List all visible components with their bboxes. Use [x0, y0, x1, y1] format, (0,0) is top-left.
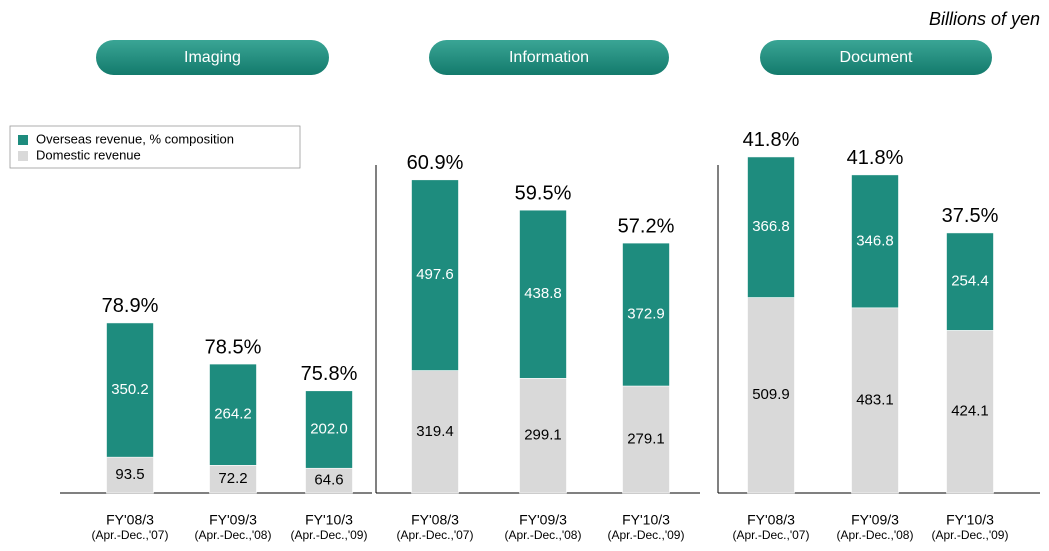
x-tick-label: FY'10/3: [622, 512, 670, 528]
bar-segment: [622, 385, 670, 494]
value-label: 350.2: [111, 381, 149, 398]
value-label: 438.8: [524, 285, 562, 302]
x-tick-sublabel: (Apr.-Dec.,'08): [505, 528, 582, 542]
legend-box: [9, 125, 301, 169]
x-tick-sublabel: (Apr.-Dec.,'09): [932, 528, 1009, 542]
value-label: 366.8: [752, 218, 790, 235]
x-tick-label: FY'09/3: [851, 512, 899, 528]
value-label: 483.1: [856, 391, 894, 408]
bar-segment: [519, 378, 567, 494]
x-tick-label: FY'10/3: [946, 512, 994, 528]
bar-segment: [946, 232, 994, 331]
value-label: 424.1: [951, 403, 989, 420]
bar-segment: [622, 242, 670, 387]
bar-segment: [305, 467, 353, 494]
x-tick-label: FY'08/3: [106, 512, 154, 528]
legend-swatch: [18, 151, 28, 161]
share-label: 41.8%: [743, 129, 800, 151]
share-label: 57.2%: [618, 215, 675, 237]
legend-label: Domestic revenue: [36, 147, 141, 162]
x-tick-sublabel: (Apr.-Dec.,'09): [608, 528, 685, 542]
bar-segment: [851, 307, 899, 494]
value-label: 299.1: [524, 427, 562, 444]
x-tick-sublabel: (Apr.-Dec.,'07): [397, 528, 474, 542]
bar-segment: [106, 322, 154, 458]
legend-swatch: [18, 135, 28, 145]
bar-segment: [519, 209, 567, 379]
legend-label: Overseas revenue, % composition: [36, 131, 234, 146]
value-label: 497.6: [416, 266, 454, 283]
share-label: 41.8%: [847, 147, 904, 169]
value-label: 279.1: [627, 430, 665, 447]
bar-segment: [851, 174, 899, 309]
x-tick-label: FY'08/3: [411, 512, 459, 528]
unit-label: Billions of yen: [929, 9, 1040, 29]
x-tick-sublabel: (Apr.-Dec.,'09): [291, 528, 368, 542]
panel-title-pill: [429, 40, 669, 75]
bar-segment: [209, 363, 257, 466]
share-label: 60.9%: [407, 152, 464, 174]
value-label: 509.9: [752, 386, 790, 403]
share-label: 78.5%: [205, 336, 262, 358]
value-label: 72.2: [218, 470, 247, 487]
value-label: 93.5: [115, 466, 144, 483]
value-label: 346.8: [856, 232, 894, 249]
value-label: 319.4: [416, 423, 454, 440]
panel-title-pill: [96, 40, 329, 75]
bar-segment: [411, 370, 459, 494]
x-tick-sublabel: (Apr.-Dec.,'07): [92, 528, 169, 542]
x-tick-label: FY'08/3: [747, 512, 795, 528]
x-tick-label: FY'09/3: [209, 512, 257, 528]
value-label: 202.0: [310, 420, 348, 437]
panel-title: Imaging: [184, 49, 241, 66]
x-tick-label: FY'10/3: [305, 512, 353, 528]
bar-segment: [305, 390, 353, 469]
bar-segment: [747, 156, 795, 298]
panel-title: Document: [840, 49, 913, 66]
share-label: 59.5%: [515, 182, 572, 204]
value-label: 64.6: [314, 472, 343, 489]
share-label: 37.5%: [942, 205, 999, 227]
value-label: 254.4: [951, 273, 989, 290]
panel-title-pill: [760, 40, 992, 75]
bar-segment: [209, 465, 257, 494]
value-label: 372.9: [627, 306, 665, 323]
share-label: 75.8%: [301, 363, 358, 385]
bar-segment: [411, 179, 459, 371]
x-tick-label: FY'09/3: [519, 512, 567, 528]
value-label: 264.2: [214, 406, 252, 423]
bar-segment: [106, 456, 154, 494]
panel-title: Information: [509, 49, 589, 66]
x-tick-sublabel: (Apr.-Dec.,'08): [837, 528, 914, 542]
share-label: 78.9%: [102, 295, 159, 317]
x-tick-sublabel: (Apr.-Dec.,'07): [733, 528, 810, 542]
x-tick-sublabel: (Apr.-Dec.,'08): [195, 528, 272, 542]
